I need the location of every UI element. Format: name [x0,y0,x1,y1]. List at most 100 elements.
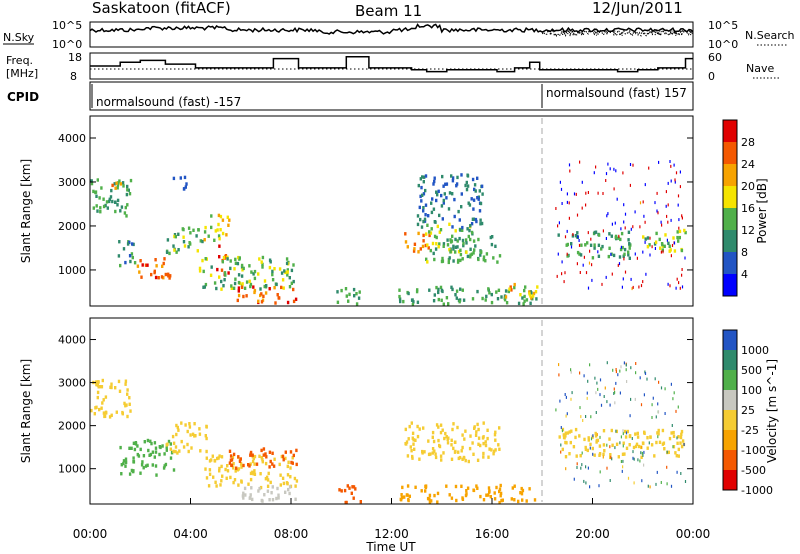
heatmap-cell [450,496,454,500]
heatmap-cell [408,424,411,429]
y-tick-label: 3000 [58,377,86,390]
heatmap-cell [359,500,362,504]
heatmap-cell [643,214,645,218]
heatmap-cell [679,170,681,174]
heatmap-cell [509,285,512,289]
heatmap-cell [597,233,601,237]
heatmap-cell [248,464,251,468]
heatmap-cell [636,256,638,260]
heatmap-cell [398,288,401,292]
colorbar-segment [723,390,737,410]
heatmap-cell [510,288,513,292]
heatmap-cell [125,192,129,197]
heatmap-cell [116,183,120,187]
heatmap-cell [232,286,236,290]
heatmap-cell [597,387,599,391]
heatmap-cell [251,497,254,502]
heatmap-cell [433,179,436,184]
heatmap-cell [627,253,630,257]
heatmap-cell [242,294,245,299]
heatmap-cell [271,451,274,455]
heatmap-cell [288,485,292,489]
heatmap-cell [442,302,445,306]
heatmap-cell [565,414,567,418]
heatmap-cell [452,422,455,426]
heatmap-cell [295,448,298,453]
heatmap-cell [589,363,591,367]
heatmap-cell [173,248,176,252]
heatmap-cell [624,435,628,439]
heatmap-cell [348,486,351,490]
heatmap-cell [259,485,263,490]
heatmap-cell [457,258,460,263]
heatmap-cell [149,452,153,457]
power-colorbar-label: Power [dB] [755,178,769,243]
heatmap-cell [221,231,225,236]
heatmap-cell [624,212,627,216]
heatmap-cell [223,278,226,282]
heatmap-cell [467,459,470,464]
heatmap-cell [284,490,287,494]
heatmap-cell [421,244,425,249]
heatmap-cell [100,385,104,389]
heatmap-cell [681,214,683,218]
heatmap-cell [407,291,410,296]
heatmap-cell [477,237,480,242]
heatmap-cell [92,189,95,194]
heatmap-cell [621,452,625,456]
heatmap-cell [657,402,659,406]
heatmap-cell [236,298,239,303]
heatmap-cell [524,285,527,289]
heatmap-cell [437,290,440,295]
heatmap-cell [585,271,588,275]
heatmap-cell [441,174,444,179]
heatmap-cell [265,455,268,459]
colorbar-segment [723,430,737,450]
heatmap-cell [434,247,438,251]
heatmap-cell [474,217,478,222]
heatmap-cell [673,391,675,395]
heatmap-cell [455,498,458,503]
heatmap-cell [473,426,476,430]
colorbar-frame [722,119,738,297]
heatmap-cell [618,255,622,259]
heatmap-cell [404,240,408,244]
heatmap-cell [566,200,568,204]
heatmap-cell [236,261,240,266]
heatmap-cell [493,491,496,495]
heatmap-cell [407,498,410,503]
heatmap-cell [128,402,131,406]
heatmap-cell [599,393,601,397]
heatmap-cell [472,198,476,202]
heatmap-cell [623,257,625,261]
heatmap-cell [258,257,261,261]
heatmap-cell [641,479,643,483]
heatmap-cell [248,264,251,268]
colorbar-tick-label: 24 [741,158,755,171]
heatmap-cell [494,438,497,442]
heatmap-cell [191,432,195,436]
heatmap-cell [421,193,424,197]
colorbar-tick-label: -100 [741,444,766,457]
heatmap-cell [681,439,685,443]
heatmap-cell [131,242,134,246]
heatmap-cell [431,435,434,439]
heatmap-cell [436,224,439,229]
heatmap-cell [465,187,469,192]
heatmap-cell [683,443,685,446]
heatmap-cell [634,444,638,449]
heatmap-cell [678,235,681,240]
heatmap-cell [416,300,420,304]
heatmap-cell [412,442,415,446]
heatmap-cell [345,294,348,298]
heatmap-cell [204,467,207,471]
heatmap-cell [575,454,578,458]
heatmap-cell [126,184,129,189]
heatmap-cell [114,209,117,214]
heatmap-cell [202,285,205,289]
freq-frame [89,52,694,80]
heatmap-cell [188,425,192,429]
heatmap-cell [102,411,106,415]
heatmap-cell [169,274,172,278]
